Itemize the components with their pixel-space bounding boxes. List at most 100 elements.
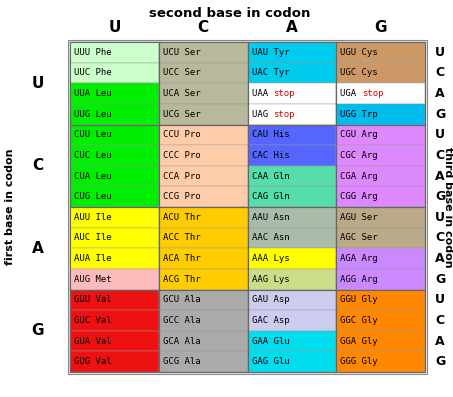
Text: GGC Gly: GGC Gly xyxy=(340,316,378,325)
Bar xyxy=(70,186,159,207)
Bar xyxy=(159,125,247,145)
Text: C: C xyxy=(435,149,444,162)
Bar xyxy=(247,42,336,125)
Bar xyxy=(336,310,425,331)
Text: GAG Glu: GAG Glu xyxy=(251,357,289,366)
Text: UGA: UGA xyxy=(340,89,362,98)
Text: AGG Arg: AGG Arg xyxy=(340,275,378,284)
Text: stop: stop xyxy=(362,89,384,98)
Bar xyxy=(159,227,247,248)
Bar xyxy=(336,42,425,63)
Text: UCA Ser: UCA Ser xyxy=(163,89,200,98)
Text: CAG Gln: CAG Gln xyxy=(251,192,289,201)
Text: third base in codon: third base in codon xyxy=(443,146,453,267)
Text: GCG Ala: GCG Ala xyxy=(163,357,200,366)
Text: GAU Asp: GAU Asp xyxy=(251,295,289,304)
Text: AGC Ser: AGC Ser xyxy=(340,233,378,243)
Text: G: G xyxy=(32,323,44,338)
Bar xyxy=(70,42,159,63)
Bar xyxy=(336,289,425,372)
Text: CAU His: CAU His xyxy=(251,130,289,139)
Bar xyxy=(247,125,336,207)
Bar xyxy=(336,227,425,248)
Bar xyxy=(336,207,425,227)
Bar xyxy=(247,125,336,145)
Bar xyxy=(247,351,336,372)
Text: CUA Leu: CUA Leu xyxy=(74,172,111,181)
Bar xyxy=(247,83,336,104)
Bar xyxy=(159,125,247,207)
Bar xyxy=(336,42,425,125)
Bar xyxy=(159,351,247,372)
Text: A: A xyxy=(435,87,445,100)
Bar xyxy=(159,207,247,289)
Text: A: A xyxy=(286,19,298,35)
Text: CGU Arg: CGU Arg xyxy=(340,130,378,139)
Text: ACG Thr: ACG Thr xyxy=(163,275,200,284)
Text: GGG Gly: GGG Gly xyxy=(340,357,378,366)
Text: C: C xyxy=(435,66,444,79)
Bar xyxy=(159,63,247,83)
Text: GUC Val: GUC Val xyxy=(74,316,111,325)
Text: AGA Arg: AGA Arg xyxy=(340,254,378,263)
Bar xyxy=(68,40,427,374)
Text: U: U xyxy=(435,128,445,141)
Text: CUG Leu: CUG Leu xyxy=(74,192,111,201)
Bar xyxy=(70,248,159,269)
Text: U: U xyxy=(435,211,445,224)
Bar xyxy=(247,186,336,207)
Bar xyxy=(336,248,425,269)
Text: U: U xyxy=(435,46,445,59)
Text: CCU Pro: CCU Pro xyxy=(163,130,200,139)
Bar xyxy=(159,104,247,125)
Bar xyxy=(336,104,425,125)
Text: UCG Ser: UCG Ser xyxy=(163,110,200,119)
Text: A: A xyxy=(435,335,445,347)
Text: CAA Gln: CAA Gln xyxy=(251,172,289,181)
Text: GAA Glu: GAA Glu xyxy=(251,337,289,345)
Text: ACA Thr: ACA Thr xyxy=(163,254,200,263)
Bar xyxy=(247,310,336,331)
Text: G: G xyxy=(435,190,445,203)
Text: UCU Ser: UCU Ser xyxy=(163,48,200,57)
Bar xyxy=(247,145,336,166)
Bar xyxy=(159,289,247,310)
Text: GUA Val: GUA Val xyxy=(74,337,111,345)
Bar xyxy=(159,310,247,331)
Text: G: G xyxy=(374,19,387,35)
Bar xyxy=(247,331,336,351)
Bar xyxy=(336,269,425,289)
Text: CUC Leu: CUC Leu xyxy=(74,151,111,160)
Bar xyxy=(159,166,247,186)
Text: CUU Leu: CUU Leu xyxy=(74,130,111,139)
Bar xyxy=(159,207,247,227)
Bar xyxy=(159,145,247,166)
Text: G: G xyxy=(435,273,445,286)
Bar xyxy=(70,351,159,372)
Text: GCC Ala: GCC Ala xyxy=(163,316,200,325)
Bar xyxy=(336,186,425,207)
Text: U: U xyxy=(108,19,120,35)
Bar xyxy=(70,145,159,166)
Text: U: U xyxy=(32,76,44,91)
Text: C: C xyxy=(435,231,444,245)
Text: stop: stop xyxy=(274,110,295,119)
Bar xyxy=(247,248,336,269)
Text: A: A xyxy=(435,170,445,183)
Text: GUG Val: GUG Val xyxy=(74,357,111,366)
Text: CAC His: CAC His xyxy=(251,151,289,160)
Text: UUC Phe: UUC Phe xyxy=(74,68,111,77)
Text: AAU Asn: AAU Asn xyxy=(251,213,289,222)
Text: C: C xyxy=(33,158,43,173)
Text: CCA Pro: CCA Pro xyxy=(163,172,200,181)
Text: UAG: UAG xyxy=(251,110,273,119)
Bar xyxy=(159,331,247,351)
Bar xyxy=(70,227,159,248)
Text: second base in codon: second base in codon xyxy=(149,7,311,20)
Text: UGU Cys: UGU Cys xyxy=(340,48,378,57)
Text: AGU Ser: AGU Ser xyxy=(340,213,378,222)
Bar xyxy=(247,289,336,310)
Bar xyxy=(70,125,159,207)
Text: A: A xyxy=(435,252,445,265)
Text: AUA Ile: AUA Ile xyxy=(74,254,111,263)
